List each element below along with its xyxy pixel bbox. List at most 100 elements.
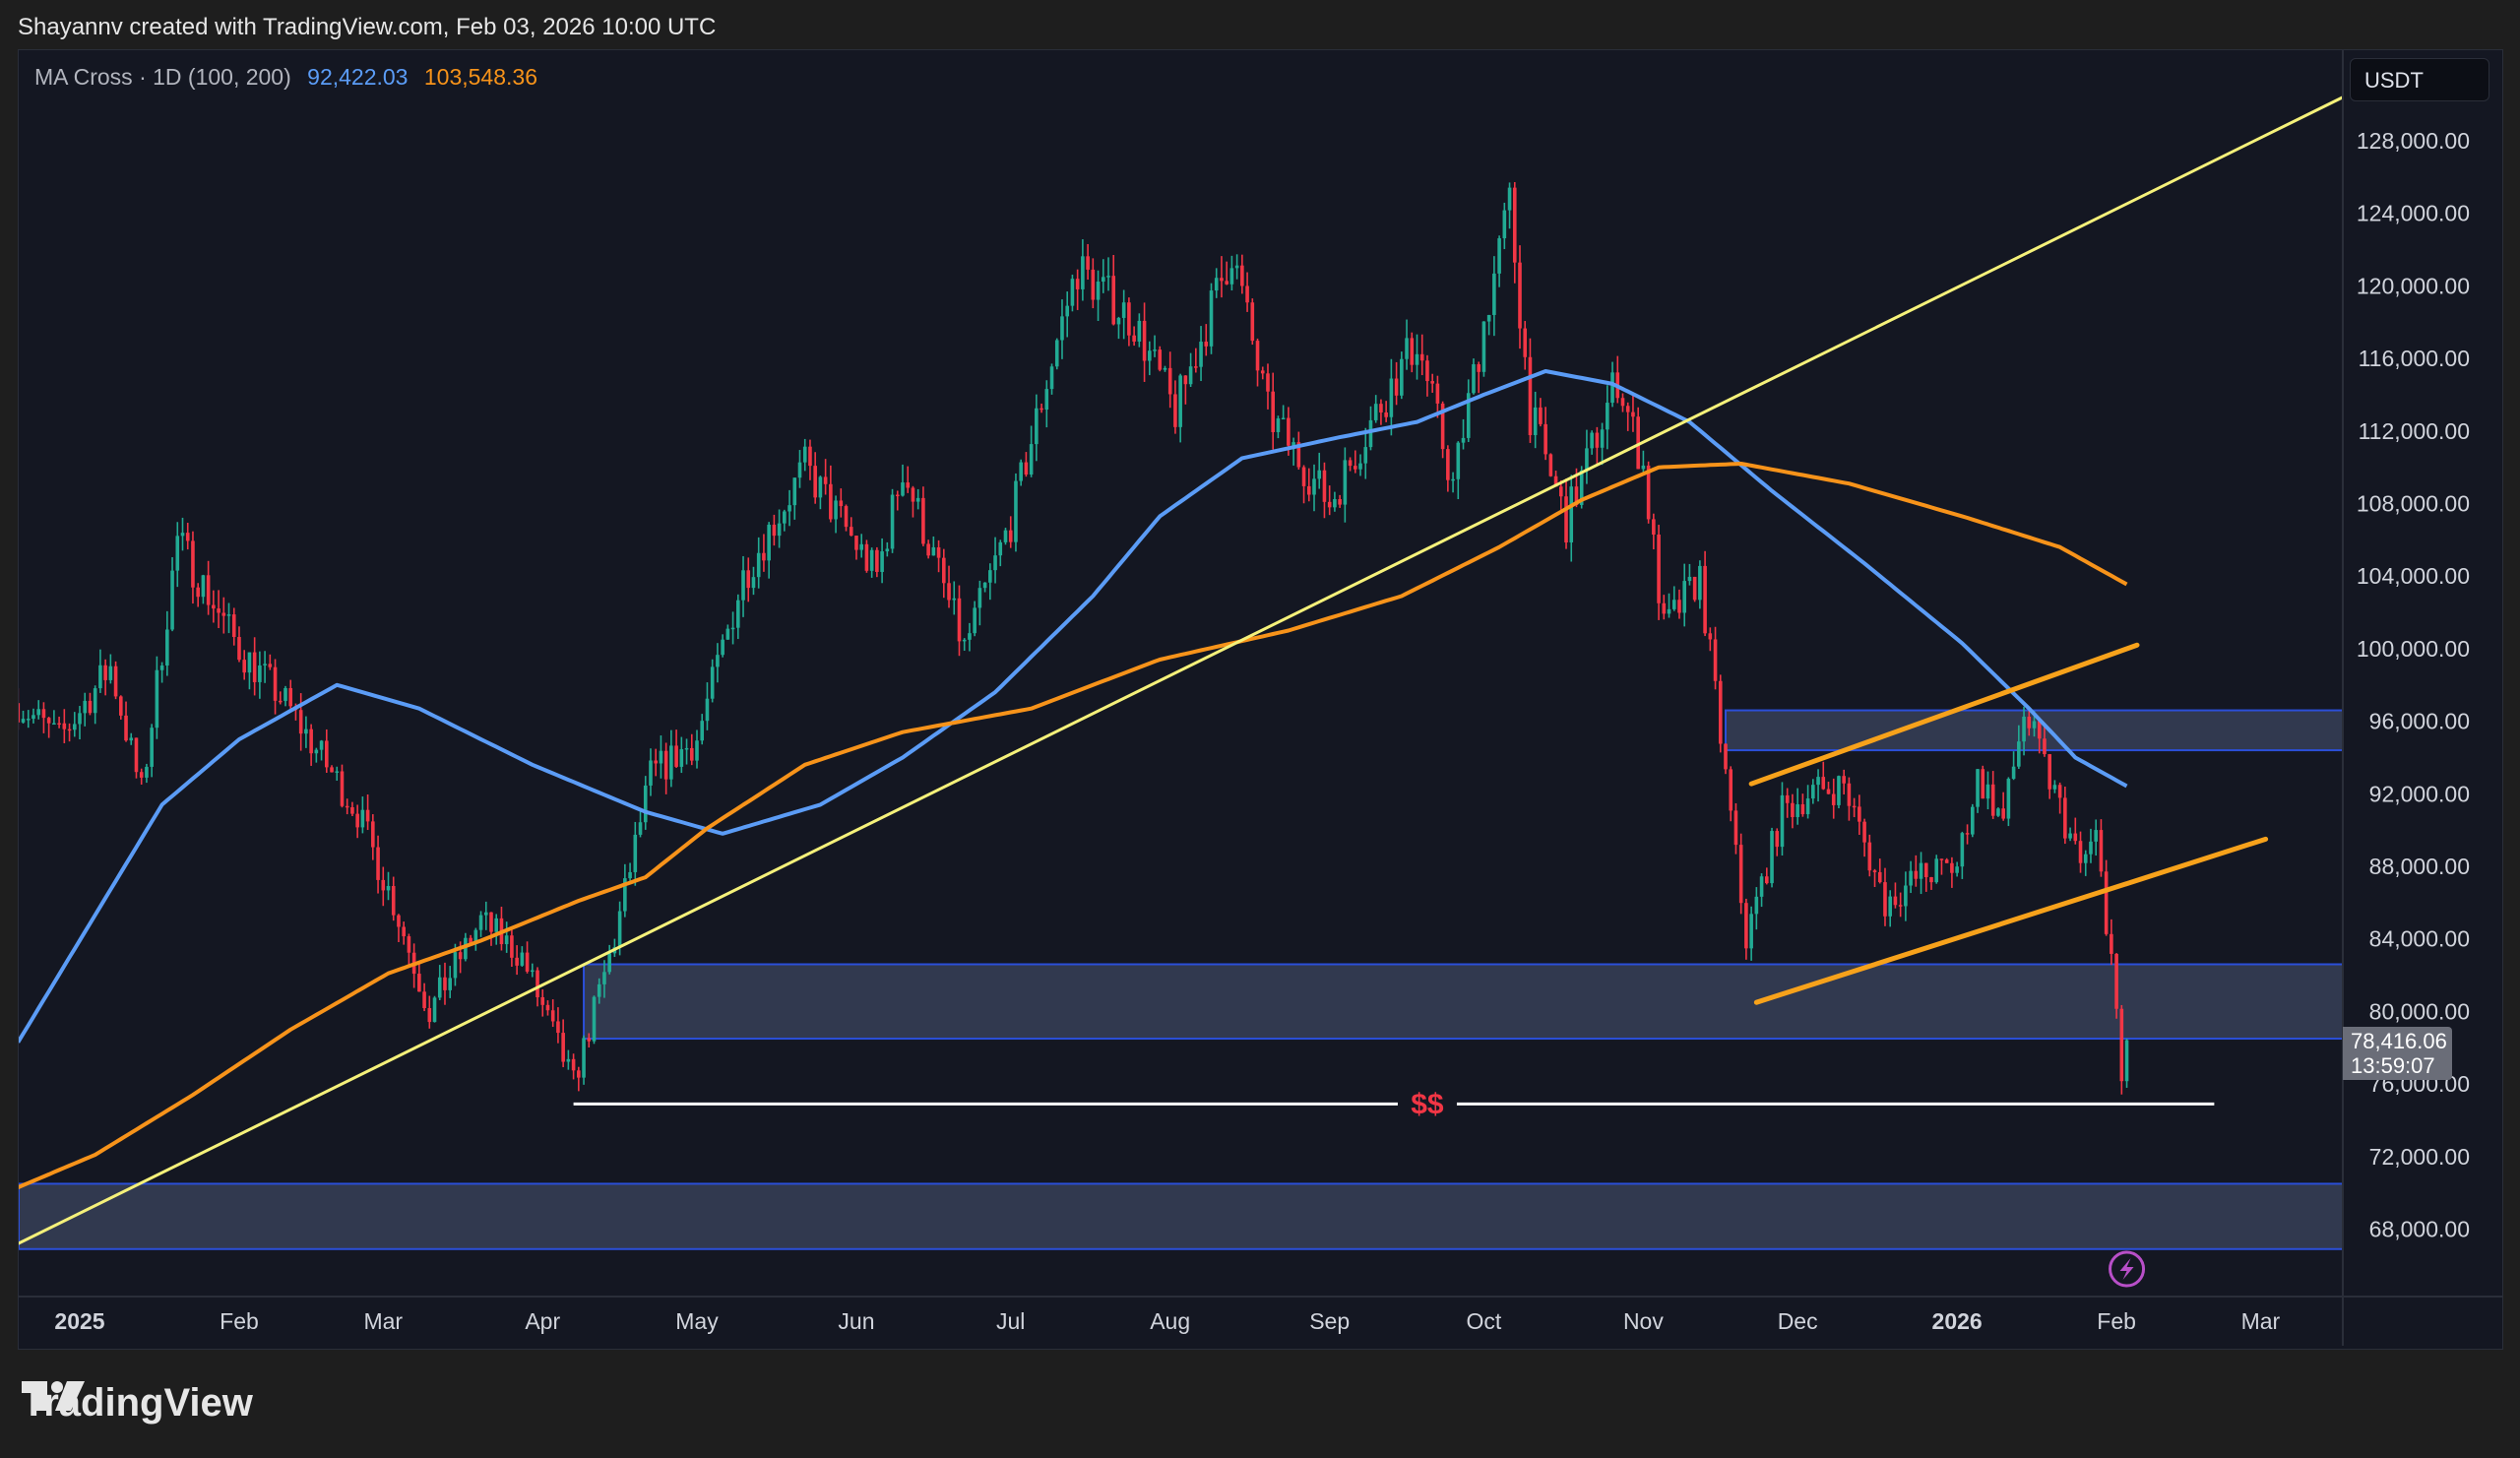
- candle-body: [834, 500, 838, 520]
- candle-body: [170, 570, 174, 630]
- candle-body: [895, 494, 900, 497]
- candle-body: [1389, 378, 1394, 417]
- candle-body: [83, 700, 88, 714]
- candle-body: [1116, 317, 1121, 325]
- candle-body: [1234, 265, 1239, 269]
- candle-body: [1708, 633, 1713, 640]
- candle-body: [2110, 933, 2113, 954]
- candle-body: [721, 639, 724, 656]
- candle-body: [2006, 779, 2011, 819]
- candle-body: [2068, 833, 2072, 839]
- candle-body: [540, 996, 545, 1005]
- candle-body: [1671, 600, 1676, 609]
- candle-body: [72, 724, 77, 730]
- indicator-name: MA Cross · 1D (100, 200): [34, 64, 291, 90]
- candle-body: [1976, 769, 1980, 807]
- candle-body: [1178, 375, 1182, 427]
- candle-body: [1142, 320, 1147, 361]
- chart-panel[interactable]: $$ 128,000.00 124,000.00 120,000.00 116,000.…: [18, 49, 2503, 1350]
- candle-body: [247, 652, 252, 673]
- candle-body: [510, 935, 514, 958]
- candle-body: [1394, 378, 1399, 396]
- candle-body: [1163, 367, 1167, 370]
- candle-body: [2052, 785, 2057, 790]
- candle-body: [1718, 680, 1723, 744]
- candle-body: [1035, 408, 1039, 445]
- indicator-legend[interactable]: MA Cross · 1D (100, 200) 92,422.03 103,5…: [34, 64, 537, 91]
- candle-body: [1425, 360, 1429, 382]
- time-tick-label: Apr: [525, 1308, 560, 1334]
- channel-trendline: [1753, 836, 2269, 1005]
- candle-body: [1338, 499, 1342, 505]
- candle-body: [869, 549, 874, 571]
- candle-body: [1564, 496, 1568, 542]
- candle-body: [617, 911, 622, 948]
- candle-body: [494, 918, 499, 932]
- price-tick-label: 112,000.00: [2359, 418, 2470, 444]
- candle-body: [41, 709, 46, 719]
- candle-body: [26, 719, 31, 721]
- candle-body: [150, 728, 154, 767]
- price-tick-label: 80,000.00: [2369, 998, 2470, 1024]
- candle-body: [1780, 794, 1785, 848]
- candle-body: [159, 666, 164, 670]
- price-tick-label: 124,000.00: [2357, 201, 2470, 226]
- candle-body: [1744, 903, 1748, 949]
- candle-body: [762, 552, 766, 561]
- candle-body: [1101, 277, 1105, 283]
- candle-body: [345, 805, 349, 808]
- candle-body: [1260, 370, 1265, 374]
- plot-area: $$: [19, 95, 2343, 1250]
- candle-body: [46, 718, 51, 724]
- candle-body: [1148, 350, 1152, 361]
- candle-body: [1687, 576, 1692, 582]
- candle-body: [1240, 265, 1244, 286]
- candle-body: [901, 482, 905, 496]
- attribution-text: Shayannv created with TradingView.com, F…: [18, 14, 717, 40]
- candle-body: [1167, 367, 1172, 395]
- candle-body: [62, 723, 67, 729]
- candle-body: [1791, 802, 1795, 817]
- candle-body: [32, 715, 35, 720]
- candle-body: [52, 723, 56, 726]
- time-tick-label: Jul: [996, 1308, 1025, 1334]
- time-tick-label: Nov: [1623, 1308, 1664, 1334]
- candle-body: [221, 612, 226, 616]
- candle-body: [1800, 803, 1805, 815]
- candle-body: [829, 483, 833, 520]
- candle-body: [407, 936, 411, 953]
- candle-body: [1301, 467, 1306, 486]
- time-tick-label: Feb: [2097, 1308, 2136, 1334]
- candle-body: [1579, 471, 1584, 505]
- candle-body: [1738, 845, 1743, 904]
- candle-body: [1749, 914, 1753, 949]
- price-chart[interactable]: $$ 128,000.00 124,000.00 120,000.00 116,000.…: [19, 50, 2502, 1349]
- candle-body: [957, 598, 962, 642]
- candle-body: [788, 505, 791, 512]
- candle-body: [880, 551, 884, 572]
- candle-body: [628, 871, 632, 879]
- candle-body: [998, 541, 1003, 556]
- candle-body: [926, 543, 930, 556]
- currency-button[interactable]: USDT: [2350, 58, 2489, 101]
- candle-body: [2073, 833, 2078, 842]
- candle-body: [968, 633, 972, 640]
- lightning-icon[interactable]: [2109, 1250, 2146, 1288]
- candle-body: [515, 957, 519, 966]
- candle-body: [1985, 784, 1990, 799]
- candle-body: [746, 570, 751, 589]
- candle-body: [587, 1038, 592, 1042]
- tradingview-logo-icon: [22, 1381, 85, 1411]
- candle-body: [98, 665, 102, 689]
- candle-body: [1867, 842, 1872, 871]
- candle-body: [124, 715, 128, 741]
- time-tick-label: Feb: [220, 1308, 259, 1334]
- candle-body: [911, 487, 915, 502]
- candle-body: [134, 737, 139, 773]
- tradingview-logo[interactable]: TradingView: [22, 1381, 253, 1426]
- candle-body: [19, 703, 21, 723]
- candle-body: [1481, 321, 1486, 372]
- candle-body: [1944, 859, 1949, 863]
- time-tick-label: Mar: [363, 1308, 403, 1334]
- candle-body: [859, 543, 863, 550]
